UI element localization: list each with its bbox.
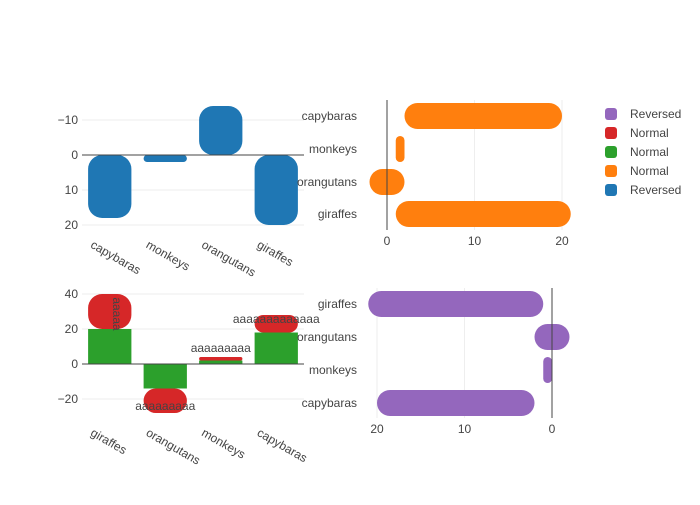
y-tick-label: 10 <box>65 183 79 197</box>
legend-swatch <box>605 127 617 139</box>
y-tick-label: −10 <box>58 113 79 127</box>
y-tick-label: 20 <box>65 322 79 336</box>
bar-text-label: aaaaaaaaaaaaa <box>233 312 320 326</box>
legend-swatch <box>605 165 617 177</box>
legend-swatch <box>605 184 617 196</box>
legend-label: Normal <box>630 164 669 178</box>
bar <box>395 136 405 162</box>
bar <box>368 291 544 317</box>
bar <box>543 357 552 383</box>
x-tick-label: capybaras <box>255 425 310 465</box>
y-tick-label: monkeys <box>309 363 357 377</box>
bar-text-label: aaaaaaaaa <box>135 399 195 413</box>
bar <box>88 329 132 364</box>
x-tick-label: capybaras <box>88 237 143 277</box>
bar <box>88 155 132 218</box>
y-tick-label: orangutans <box>297 175 357 189</box>
x-tick-label: orangutans <box>199 237 258 279</box>
bar-text-label: aaaaaaaaa <box>191 341 251 355</box>
bar <box>254 332 298 364</box>
x-tick-label: 20 <box>555 234 569 248</box>
x-tick-label: giraffes <box>88 425 129 457</box>
y-tick-label: giraffes <box>318 297 357 311</box>
x-tick-label: monkeys <box>199 425 248 461</box>
legend-label: Normal <box>630 145 669 159</box>
y-tick-label: capybaras <box>302 396 357 410</box>
x-tick-label: 0 <box>384 234 391 248</box>
x-tick-label: monkeys <box>144 237 193 273</box>
bar <box>143 155 187 162</box>
bar <box>395 201 571 227</box>
bar <box>199 357 243 361</box>
bar-text-label: aaaaa <box>110 297 124 331</box>
y-tick-label: 40 <box>65 287 79 301</box>
bar <box>199 106 243 155</box>
x-tick-label: 0 <box>549 422 556 436</box>
y-tick-label: orangutans <box>297 330 357 344</box>
x-tick-label: 10 <box>458 422 472 436</box>
bar <box>254 155 298 225</box>
x-tick-label: 20 <box>370 422 384 436</box>
legend-swatch <box>605 146 617 158</box>
y-tick-label: 0 <box>71 357 78 371</box>
bar <box>254 315 298 333</box>
y-tick-label: monkeys <box>309 142 357 156</box>
y-tick-label: 0 <box>71 148 78 162</box>
legend-label: Normal <box>630 126 669 140</box>
y-tick-label: capybaras <box>302 109 357 123</box>
bar <box>377 390 535 416</box>
x-tick-label: 10 <box>468 234 482 248</box>
bar <box>143 388 187 413</box>
bar <box>199 360 243 364</box>
bar <box>143 364 187 389</box>
y-tick-label: −20 <box>58 392 79 406</box>
x-tick-label: giraffes <box>255 237 296 269</box>
legend-label: Reversed <box>630 107 681 121</box>
x-tick-label: orangutans <box>144 425 203 467</box>
bar <box>404 103 562 129</box>
legend-swatch <box>605 108 617 120</box>
y-tick-label: 20 <box>65 218 79 232</box>
y-tick-label: giraffes <box>318 207 357 221</box>
legend-label: Reversed <box>630 183 681 197</box>
bar <box>88 294 132 329</box>
